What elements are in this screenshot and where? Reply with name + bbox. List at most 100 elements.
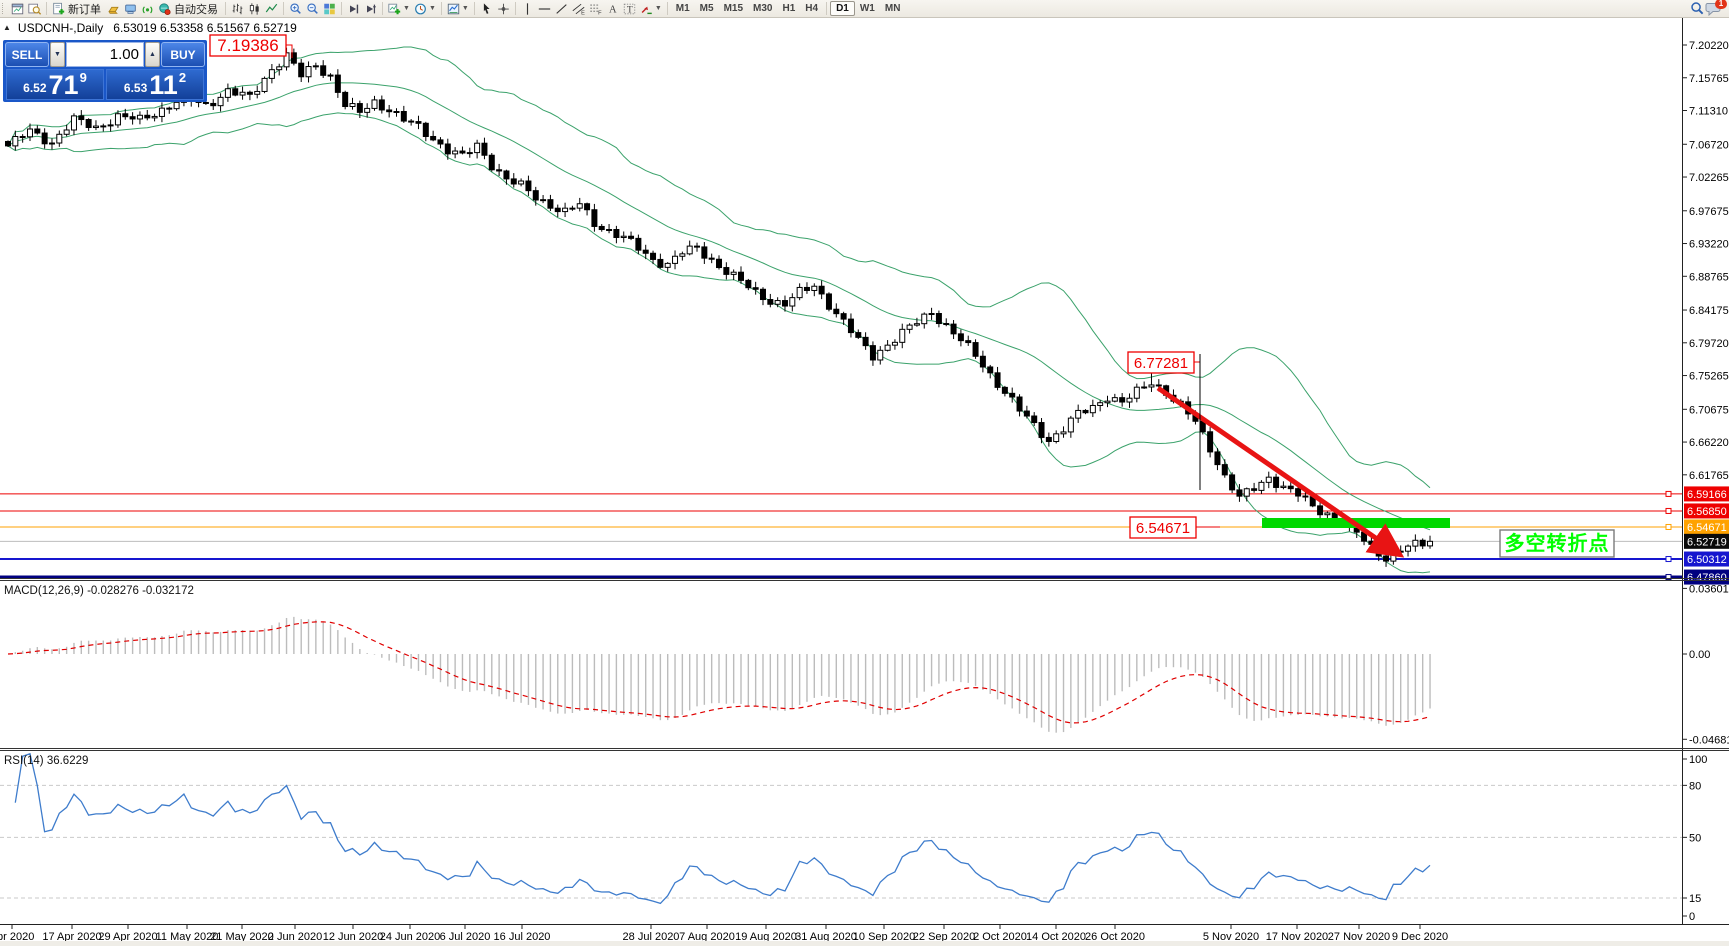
price-tick: 7.15765 (1689, 73, 1729, 85)
date-label: 19 Aug 2020 (735, 931, 797, 943)
tf-m30-button[interactable]: M30 (753, 3, 773, 14)
add-indicator-dropdown[interactable]: ▼ (403, 5, 410, 12)
symbol-period-label: USDCNH-,Daily (17, 21, 104, 35)
date-label: 2 Oct 2020 (973, 931, 1027, 943)
date-label: 31 Aug 2020 (795, 931, 857, 943)
trendline-tool-icon[interactable] (553, 1, 570, 16)
crosshair-icon[interactable] (495, 1, 512, 16)
terminal-icon[interactable] (122, 1, 139, 16)
tf-w1-button[interactable]: W1 (859, 3, 875, 14)
horizontal-line-tool-icon[interactable] (536, 1, 553, 16)
new-order-icon[interactable] (50, 1, 67, 16)
ohlc-values: 6.53019 6.53358 6.51567 6.52719 (113, 21, 297, 35)
tf-mn-button[interactable]: MN (884, 3, 901, 14)
tile-windows-icon[interactable] (321, 1, 338, 16)
search-icon[interactable] (1688, 1, 1705, 16)
date-label: 14 Oct 2020 (1026, 931, 1086, 943)
candlestick-chart-icon[interactable] (246, 1, 263, 16)
svg-text:6.56850: 6.56850 (1687, 506, 1727, 518)
zoom-out-icon[interactable] (304, 1, 321, 16)
date-label: 17 Nov 2020 (1266, 931, 1328, 943)
buy-button[interactable]: BUY (161, 42, 205, 67)
notifications-chat-icon[interactable]: 1 (1705, 0, 1727, 17)
svg-text:6.59166: 6.59166 (1687, 489, 1727, 501)
macd-label: MACD(12,26,9) -0.028276 -0.032172 (4, 585, 194, 597)
macd-scale-tick: 0.00 (1689, 649, 1710, 661)
volume-input[interactable] (66, 42, 144, 67)
toolbar-separator (826, 2, 828, 15)
date-label: 6 Jul 2020 (440, 931, 491, 943)
sell-button[interactable]: SELL (5, 42, 49, 67)
cursor-icon[interactable] (478, 1, 495, 16)
line-anchor-square[interactable] (1665, 556, 1672, 563)
toolbar-separator (440, 2, 442, 15)
price-level-lines (0, 490, 1682, 581)
fibonacci-tool-icon[interactable]: F (587, 1, 604, 16)
price-tick: 6.70675 (1689, 404, 1729, 416)
gold-icon[interactable] (105, 1, 122, 16)
date-label: Apr 2020 (0, 931, 34, 943)
rsi-scale-tick: 100 (1689, 754, 1707, 766)
zoom-in-icon[interactable] (287, 1, 304, 16)
line-anchor-square[interactable] (1665, 523, 1672, 530)
price-axis: 7.20220 7.15765 7.11310 7.06720 7.02265 6.976… (1682, 18, 1729, 925)
note-box[interactable] (1499, 529, 1615, 558)
arrows-tool-icon[interactable] (638, 1, 655, 16)
price-tick: 7.02265 (1689, 172, 1729, 184)
template-dropdown[interactable]: ▼ (461, 5, 469, 12)
tf-h1-button[interactable]: H1 (782, 3, 796, 14)
rsi-scale-tick: 50 (1689, 832, 1701, 844)
price-tick: 6.84175 (1689, 305, 1729, 317)
price-chart[interactable]: 7.19386 6.77281 6.54671 多空转折点 7.20220 7.15765… (0, 18, 1729, 946)
autotrade-label[interactable]: 自动交易 (174, 3, 218, 16)
volume-decrease-button[interactable]: ▼ (50, 42, 65, 67)
line-anchor-square[interactable] (1665, 490, 1672, 497)
tf-m5-button[interactable]: M5 (699, 3, 714, 14)
date-label: 29 Apr 2020 (98, 931, 157, 943)
volume-increase-button[interactable]: ▲ (145, 42, 160, 67)
buy-price-button[interactable]: 6.53 11 2 (106, 69, 204, 100)
rsi-scale-tick: 80 (1689, 780, 1701, 792)
candlestick-series (5, 47, 1434, 567)
rsi-pane: RSI(14) 36.6229 100 80 50 15 0 (0, 751, 1707, 925)
chart-window-icon[interactable] (9, 1, 26, 16)
rsi-scale-tick: 0 (1689, 911, 1695, 923)
date-label: 5 Nov 2020 (1203, 931, 1259, 943)
line-anchor-square[interactable] (1665, 574, 1672, 581)
toolbar-separator (46, 2, 47, 15)
trend-arrow[interactable] (1156, 385, 1405, 558)
line-anchor-square[interactable] (1665, 507, 1672, 514)
chart-profile-icon[interactable] (26, 1, 43, 16)
sell-price-button[interactable]: 6.52 71 9 (6, 69, 104, 100)
vertical-line-tool-icon[interactable] (519, 1, 536, 16)
bollinger-bands (7, 46, 1431, 574)
auto-scroll-icon[interactable] (345, 1, 362, 16)
tf-m1-button[interactable]: M1 (675, 3, 690, 14)
price-badge (1684, 519, 1729, 535)
panel-collapse-icon[interactable]: ▲ (3, 23, 11, 32)
new-order-label[interactable]: 新订单 (68, 3, 101, 16)
bar-chart-icon[interactable] (229, 1, 246, 16)
tf-h4-button[interactable]: H4 (805, 3, 819, 14)
text-label-tool-icon[interactable]: T (621, 1, 638, 16)
text-tool-icon[interactable]: A (604, 1, 621, 16)
autotrade-icon[interactable] (156, 1, 173, 16)
period-dropdown[interactable]: ▼ (428, 5, 436, 12)
line-chart-icon[interactable] (263, 1, 280, 16)
toolbar-separator (225, 2, 226, 15)
signal-icon[interactable] (139, 1, 156, 16)
date-label: 9 Dec 2020 (1392, 931, 1448, 943)
period-clock-icon[interactable] (412, 1, 429, 16)
equidistant-channel-tool-icon[interactable]: E (570, 1, 587, 16)
price-tick: 6.88765 (1689, 271, 1729, 283)
chart-shift-icon[interactable] (362, 1, 379, 16)
date-label: 12 Jun 2020 (323, 931, 384, 943)
add-indicator-icon[interactable] (386, 1, 403, 16)
arrows-dropdown[interactable]: ▼ (654, 5, 662, 12)
template-icon[interactable] (445, 1, 462, 16)
tf-d1-button[interactable]: D1 (830, 1, 855, 16)
date-label: 21 May 2020 (210, 931, 274, 943)
date-label: 16 Jul 2020 (494, 931, 551, 943)
toolbar-separator (514, 2, 516, 15)
tf-m15-button[interactable]: M15 (723, 3, 744, 14)
